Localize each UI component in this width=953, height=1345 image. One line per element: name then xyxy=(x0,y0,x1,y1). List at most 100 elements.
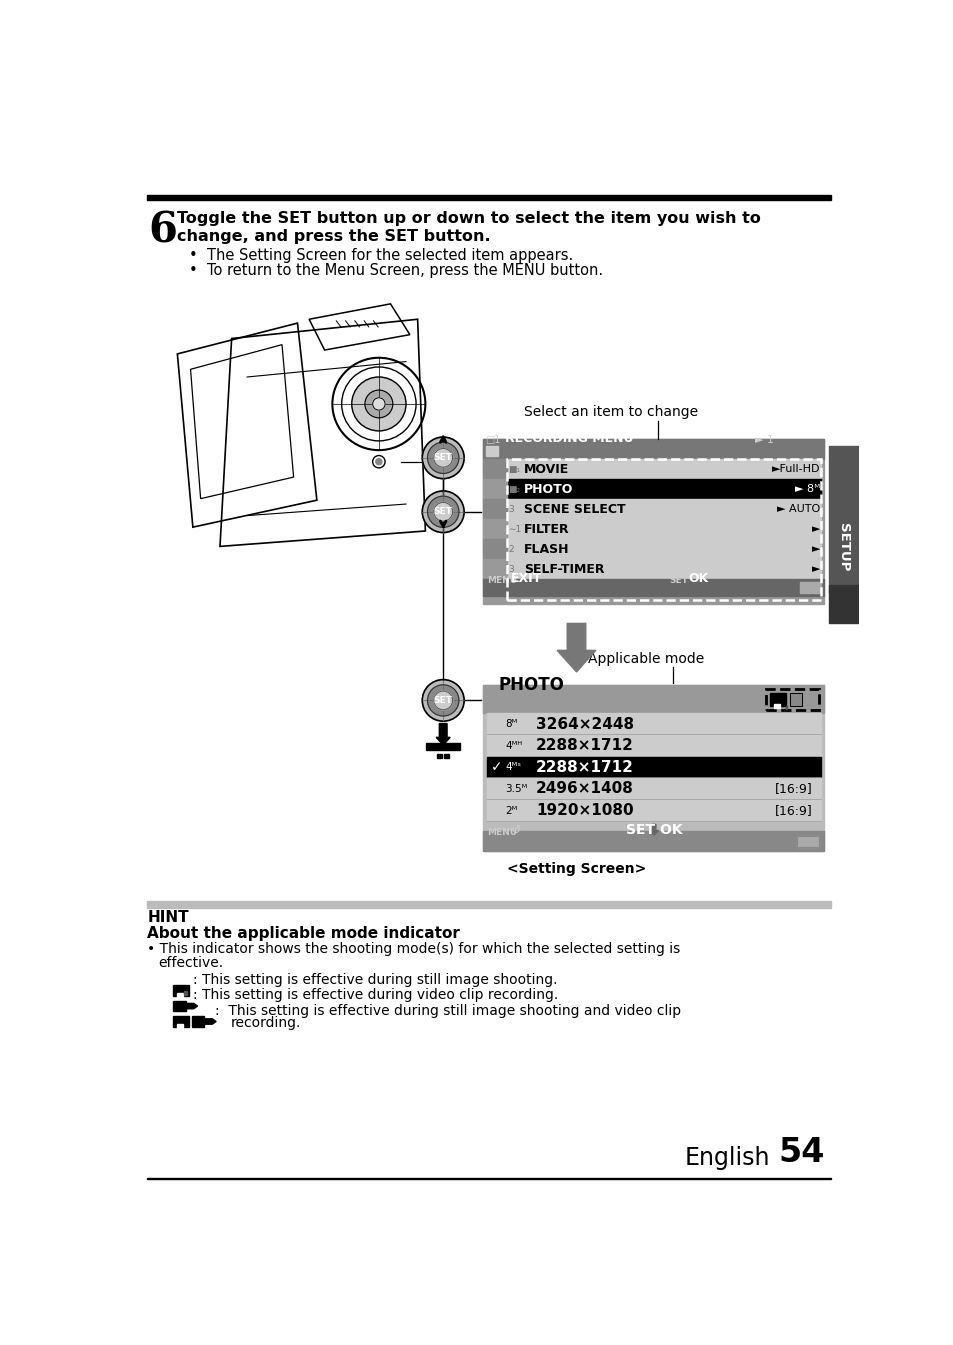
Text: SET OK: SET OK xyxy=(625,823,681,837)
Text: MENU: MENU xyxy=(487,576,517,585)
Text: SELF-TIMER: SELF-TIMER xyxy=(523,564,603,576)
Bar xyxy=(765,689,819,710)
Text: 2ᴹ: 2ᴹ xyxy=(505,806,517,815)
Bar xyxy=(483,438,823,459)
Circle shape xyxy=(365,390,393,418)
Text: •  To return to the Menu Screen, press the MENU button.: • To return to the Menu Screen, press th… xyxy=(189,264,602,278)
Bar xyxy=(483,539,506,558)
Text: 2288×1712: 2288×1712 xyxy=(536,738,634,753)
Bar xyxy=(147,195,830,200)
Circle shape xyxy=(427,443,458,473)
Bar xyxy=(487,713,820,734)
Bar xyxy=(483,460,506,479)
Text: FILTER: FILTER xyxy=(523,523,569,535)
Bar xyxy=(443,753,449,759)
Text: 3264×2448: 3264×2448 xyxy=(536,717,634,732)
Text: ✓: ✓ xyxy=(491,760,502,775)
Text: ►: ► xyxy=(811,525,820,534)
Text: 4ᴹᴴ: 4ᴹᴴ xyxy=(505,741,522,751)
Text: <Setting Screen>: <Setting Screen> xyxy=(506,862,645,876)
Text: SET: SET xyxy=(434,695,452,705)
FancyArrow shape xyxy=(649,824,658,835)
Bar xyxy=(797,837,819,847)
Bar xyxy=(426,742,459,751)
Text: OK: OK xyxy=(688,572,708,585)
Text: • This indicator shows the shooting mode(s) for which the selected setting is: • This indicator shows the shooting mode… xyxy=(147,941,679,956)
Bar xyxy=(506,560,820,578)
Bar xyxy=(789,694,801,706)
Bar xyxy=(506,479,820,499)
Circle shape xyxy=(422,437,464,479)
Bar xyxy=(483,479,506,499)
Bar xyxy=(173,986,189,997)
Bar xyxy=(785,706,786,709)
Text: ► 8ᴹ: ► 8ᴹ xyxy=(795,484,820,495)
Text: FLASH: FLASH xyxy=(523,543,569,555)
Bar xyxy=(483,560,506,578)
Text: 3: 3 xyxy=(508,504,514,514)
Bar xyxy=(483,438,823,604)
Bar xyxy=(828,447,858,593)
Bar xyxy=(173,1015,189,1026)
Text: MENU: MENU xyxy=(487,827,517,837)
Text: :  This setting is effective during still image shooting and video clip: : This setting is effective during still… xyxy=(215,1003,680,1018)
Text: PHOTO: PHOTO xyxy=(523,483,573,496)
Text: [16:9]: [16:9] xyxy=(774,804,812,816)
Text: SET: SET xyxy=(434,507,452,516)
FancyArrow shape xyxy=(186,1003,197,1009)
Circle shape xyxy=(373,398,385,410)
Bar xyxy=(483,578,823,596)
FancyArrow shape xyxy=(436,724,450,745)
Circle shape xyxy=(434,503,452,521)
Bar xyxy=(147,1178,830,1180)
Text: English: English xyxy=(684,1146,769,1170)
FancyArrow shape xyxy=(557,623,596,672)
Text: •  The Setting Screen for the selected item appears.: • The Setting Screen for the selected it… xyxy=(189,247,573,262)
Circle shape xyxy=(427,685,458,716)
Bar xyxy=(487,800,820,820)
Text: SET: SET xyxy=(669,576,688,585)
Text: 3.5ᴹ: 3.5ᴹ xyxy=(505,784,527,794)
Text: : This setting is effective during still image shooting.: : This setting is effective during still… xyxy=(193,972,557,987)
Bar xyxy=(483,830,823,850)
Bar xyxy=(176,1024,183,1029)
Text: MOVIE: MOVIE xyxy=(523,463,568,476)
Text: SETUP: SETUP xyxy=(837,523,849,572)
Text: 2496×1408: 2496×1408 xyxy=(536,781,634,796)
Bar xyxy=(485,447,497,456)
Text: 1920×1080: 1920×1080 xyxy=(536,803,633,818)
Text: 6: 6 xyxy=(149,208,177,252)
Bar xyxy=(483,685,823,850)
Text: Toggle the SET button up or down to select the item you wish to: Toggle the SET button up or down to sele… xyxy=(176,211,760,226)
Bar xyxy=(797,837,819,847)
Text: Applicable mode: Applicable mode xyxy=(587,652,703,666)
Text: SCENE SELECT: SCENE SELECT xyxy=(523,503,625,516)
Text: SET: SET xyxy=(434,453,452,463)
Bar xyxy=(487,779,820,799)
Bar xyxy=(487,736,820,756)
Text: 8ᴹ: 8ᴹ xyxy=(505,720,517,729)
Text: 3: 3 xyxy=(508,565,514,574)
Text: ►Full-HD: ►Full-HD xyxy=(771,464,820,475)
Bar xyxy=(487,757,820,777)
Bar xyxy=(483,499,506,519)
Bar xyxy=(483,519,506,539)
Circle shape xyxy=(434,448,452,467)
Text: EXIT: EXIT xyxy=(510,572,541,585)
Text: ■₂: ■₂ xyxy=(508,486,520,494)
Bar xyxy=(773,705,780,707)
Bar xyxy=(506,519,820,539)
Bar xyxy=(176,993,183,998)
Text: recording.: recording. xyxy=(231,1015,301,1030)
Text: [16:9]: [16:9] xyxy=(774,783,812,795)
Text: ►: ► xyxy=(811,545,820,554)
Circle shape xyxy=(434,691,452,710)
Text: Select an item to change: Select an item to change xyxy=(524,405,698,420)
Text: About the applicable mode indicator: About the applicable mode indicator xyxy=(147,925,459,940)
Text: PHOTO: PHOTO xyxy=(498,677,564,694)
Text: ► 1: ► 1 xyxy=(754,434,773,445)
Circle shape xyxy=(352,377,406,430)
Text: change, and press the SET button.: change, and press the SET button. xyxy=(176,229,490,245)
Bar xyxy=(506,499,820,519)
Text: 2: 2 xyxy=(508,545,514,554)
